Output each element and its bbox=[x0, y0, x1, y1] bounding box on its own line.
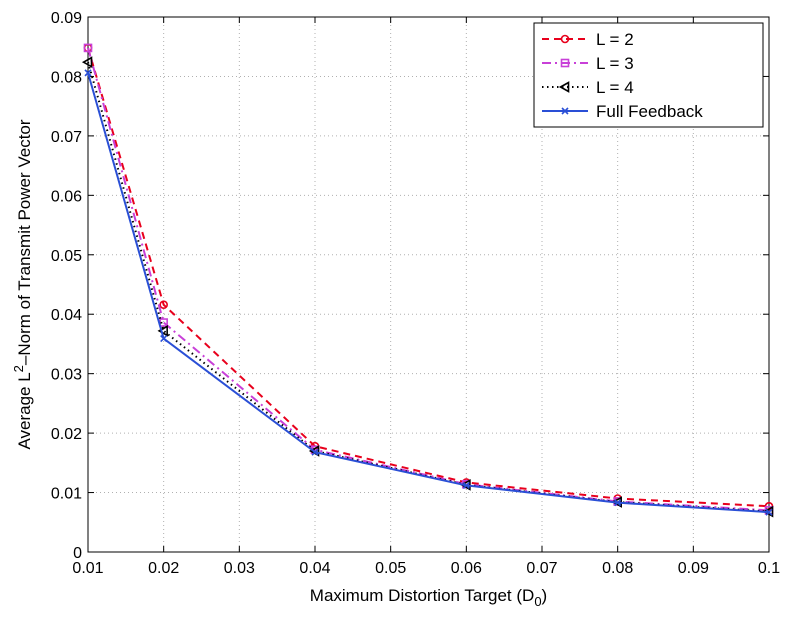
data-point bbox=[83, 43, 93, 53]
legend-entry: L = 3 bbox=[542, 54, 634, 73]
x-tick-label: 0.07 bbox=[526, 560, 557, 577]
series-line bbox=[87, 61, 770, 513]
x-tick-label: 0.04 bbox=[299, 560, 330, 577]
y-axis-label-main: Average L bbox=[15, 372, 34, 449]
x-axis-label: Maximum Distortion Target (D0) bbox=[310, 586, 547, 609]
legend-entry: L = 4 bbox=[542, 78, 634, 97]
series-4 bbox=[84, 69, 773, 516]
x-tick-label: 0.1 bbox=[758, 560, 780, 577]
grid-lines bbox=[88, 17, 769, 552]
legend-entry: Full Feedback bbox=[542, 102, 703, 121]
data-point bbox=[762, 505, 774, 518]
y-tick-label: 0.03 bbox=[51, 367, 82, 384]
y-tick-label: 0.07 bbox=[51, 129, 82, 146]
y-tick-label: 0.06 bbox=[51, 188, 82, 205]
x-axis-label-suffix: ) bbox=[542, 586, 548, 605]
legend-marker bbox=[560, 34, 570, 44]
y-tick-label: 0.05 bbox=[51, 248, 82, 265]
data-point bbox=[160, 335, 168, 343]
data-point bbox=[81, 56, 93, 69]
data-point bbox=[84, 69, 92, 77]
x-tick-label: 0.09 bbox=[678, 560, 709, 577]
legend-marker bbox=[560, 58, 570, 68]
legend-entry: L = 2 bbox=[542, 30, 634, 49]
y-axis-label: Average L2–Norm of Transmit Power Vector bbox=[11, 119, 34, 449]
x-tick-label: 0.01 bbox=[72, 560, 103, 577]
data-point bbox=[311, 448, 319, 456]
series-line bbox=[87, 47, 770, 508]
y-tick-label: 0.01 bbox=[51, 486, 82, 503]
legend-box bbox=[533, 22, 764, 128]
x-tick-label: 0.06 bbox=[451, 560, 482, 577]
x-tick-label: 0.02 bbox=[148, 560, 179, 577]
data-point bbox=[614, 499, 622, 507]
legend-label: L = 2 bbox=[596, 30, 634, 49]
y-tick-label: 0.02 bbox=[51, 426, 82, 443]
y-tick-label: 0.09 bbox=[51, 10, 82, 27]
plot-area-frame bbox=[87, 16, 770, 553]
legend-marker bbox=[561, 107, 569, 115]
y-axis-label-sup: 2 bbox=[11, 365, 26, 372]
x-tick-label: 0.05 bbox=[375, 560, 406, 577]
x-axis-label-sub: 0 bbox=[534, 594, 541, 609]
y-tick-label: 0 bbox=[73, 545, 82, 562]
legend: L = 2 L = 3 L = 4 Full Feedback bbox=[533, 22, 764, 128]
legend-label: L = 3 bbox=[596, 54, 634, 73]
axis-ticks: 0.01 0.02 0.03 0.04 0.05 0.06 0.07 0.08 0.09 0.1 0… bbox=[51, 10, 780, 577]
legend-label: Full Feedback bbox=[596, 102, 703, 121]
legend-marker bbox=[558, 81, 570, 93]
data-point bbox=[462, 481, 470, 489]
series-layer bbox=[81, 43, 774, 518]
y-axis-label-suffix: –Norm of Transmit Power Vector bbox=[15, 119, 34, 365]
data-point bbox=[159, 318, 168, 327]
data-point bbox=[159, 300, 168, 310]
legend-label: L = 4 bbox=[596, 78, 634, 97]
x-tick-label: 0.08 bbox=[602, 560, 633, 577]
y-tick-label: 0.04 bbox=[51, 307, 82, 324]
data-point bbox=[765, 508, 773, 516]
y-tick-label: 0.08 bbox=[51, 69, 82, 86]
series-line bbox=[87, 72, 770, 514]
x-axis-label-main: Maximum Distortion Target (D bbox=[310, 586, 535, 605]
data-point bbox=[157, 324, 168, 337]
x-tick-label: 0.03 bbox=[224, 560, 255, 577]
